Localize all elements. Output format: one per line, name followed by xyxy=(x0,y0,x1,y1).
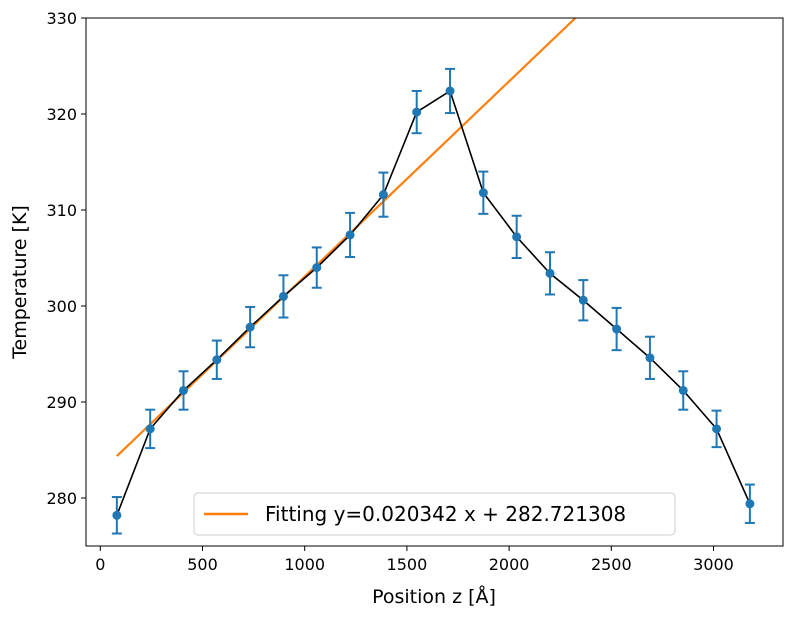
data-point-4 xyxy=(245,322,255,332)
x-tick-label-1000: 1000 xyxy=(284,555,325,574)
x-tick-label-0: 0 xyxy=(95,555,105,574)
data-point-5 xyxy=(278,291,288,301)
x-axis-label: Position z [Å] xyxy=(372,585,496,608)
data-point-15 xyxy=(612,324,622,334)
data-point-17 xyxy=(678,385,688,395)
x-tick-label-1500: 1500 xyxy=(387,555,428,574)
x-tick-label-3000: 3000 xyxy=(693,555,734,574)
legend: Fitting y=0.020342 x + 282.721308 xyxy=(193,492,676,536)
x-tick-label-500: 500 xyxy=(187,555,218,574)
data-point-19 xyxy=(745,499,755,509)
legend-label-fitting: Fitting y=0.020342 x + 282.721308 xyxy=(265,502,626,526)
y-tick-label-290: 290 xyxy=(46,393,77,412)
data-point-10 xyxy=(445,86,455,96)
plot-clip-group xyxy=(111,18,755,535)
y-axis: 280 290 300 310 320 330 xyxy=(46,9,86,508)
x-axis: 0 500 1000 1500 2000 2500 3000 xyxy=(95,546,734,574)
data-point-14 xyxy=(578,295,588,305)
data-point-6 xyxy=(312,263,322,273)
data-point-3 xyxy=(212,355,222,365)
data-point-1 xyxy=(145,424,155,434)
y-tick-label-320: 320 xyxy=(46,105,77,124)
y-tick-label-330: 330 xyxy=(46,9,77,28)
temperature-line xyxy=(116,89,751,516)
data-point-9 xyxy=(412,107,422,117)
plot-area xyxy=(111,18,755,535)
data-point-7 xyxy=(345,230,355,240)
data-point-12 xyxy=(512,232,522,242)
data-point-11 xyxy=(478,188,488,198)
y-axis-label: Temperature [K] xyxy=(9,205,31,360)
y-tick-label-310: 310 xyxy=(46,201,77,220)
y-tick-label-280: 280 xyxy=(46,489,77,508)
x-tick-label-2000: 2000 xyxy=(489,555,530,574)
data-point-2 xyxy=(178,385,188,395)
x-tick-label-2500: 2500 xyxy=(591,555,632,574)
data-point-0 xyxy=(112,510,122,520)
y-tick-label-300: 300 xyxy=(46,297,77,316)
legend-box xyxy=(193,492,676,536)
data-point-13 xyxy=(545,268,555,278)
data-point-8 xyxy=(378,190,388,200)
data-point-18 xyxy=(712,424,722,434)
data-point-16 xyxy=(645,353,655,363)
plot-frame xyxy=(85,17,784,547)
